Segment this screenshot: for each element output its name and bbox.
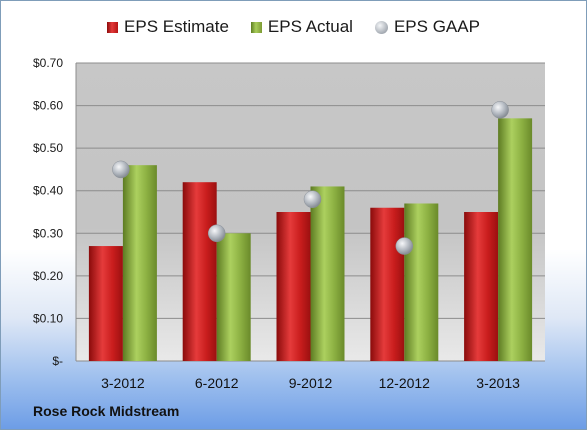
legend-label-eps-estimate: EPS Estimate bbox=[124, 17, 229, 36]
bar-eps-actual bbox=[404, 203, 439, 361]
point-eps-gaap bbox=[112, 160, 130, 179]
point-eps-gaap bbox=[491, 101, 509, 119]
bar-eps-actual bbox=[122, 165, 157, 361]
bar-eps-estimate bbox=[88, 246, 123, 361]
point-eps-gaap bbox=[303, 190, 322, 208]
company-name: Rose Rock Midstream bbox=[33, 403, 180, 419]
y-tick-label: $0.70 bbox=[33, 56, 63, 70]
chart-legend: EPS Estimate EPS Actual EPS GAAP bbox=[1, 17, 586, 37]
y-tick-label: $0.30 bbox=[33, 226, 63, 240]
legend-swatch-eps-estimate bbox=[107, 21, 119, 33]
x-tick-label: 3-2012 bbox=[101, 375, 145, 391]
bar-eps-estimate bbox=[276, 212, 311, 361]
y-tick-label: $- bbox=[52, 354, 63, 368]
bar-eps-actual bbox=[310, 186, 345, 361]
y-tick-label: $0.20 bbox=[33, 269, 63, 283]
x-tick-label: 12-2012 bbox=[379, 375, 431, 391]
plot-area: $- $0.10 $0.20 $0.30 $0.40 $0.50 $0.60 $0.70 3-2… bbox=[33, 56, 545, 391]
y-tick-label: $0.10 bbox=[33, 311, 63, 325]
bar-eps-estimate bbox=[370, 207, 405, 361]
legend-swatch-eps-actual bbox=[250, 21, 262, 33]
legend-swatch-eps-gaap bbox=[374, 20, 388, 34]
y-tick-label: $0.50 bbox=[33, 141, 63, 155]
x-tick-label: 9-2012 bbox=[289, 375, 333, 391]
legend-item-eps-estimate: EPS Estimate bbox=[107, 17, 229, 37]
y-tick-label: $0.40 bbox=[33, 184, 63, 198]
bar-eps-actual bbox=[216, 233, 251, 361]
bar-eps-estimate bbox=[464, 212, 499, 361]
legend-item-eps-gaap: EPS GAAP bbox=[374, 17, 480, 37]
point-eps-gaap bbox=[207, 224, 226, 243]
x-tick-label: 3-2013 bbox=[476, 375, 520, 391]
legend-item-eps-actual: EPS Actual bbox=[250, 17, 353, 37]
y-tick-label: $0.60 bbox=[33, 99, 63, 113]
bar-eps-estimate bbox=[182, 182, 217, 361]
bar-eps-actual bbox=[498, 118, 533, 361]
legend-label-eps-actual: EPS Actual bbox=[267, 17, 353, 36]
point-eps-gaap bbox=[395, 237, 414, 255]
x-tick-label: 6-2012 bbox=[195, 375, 239, 391]
legend-label-eps-gaap: EPS GAAP bbox=[393, 17, 480, 36]
